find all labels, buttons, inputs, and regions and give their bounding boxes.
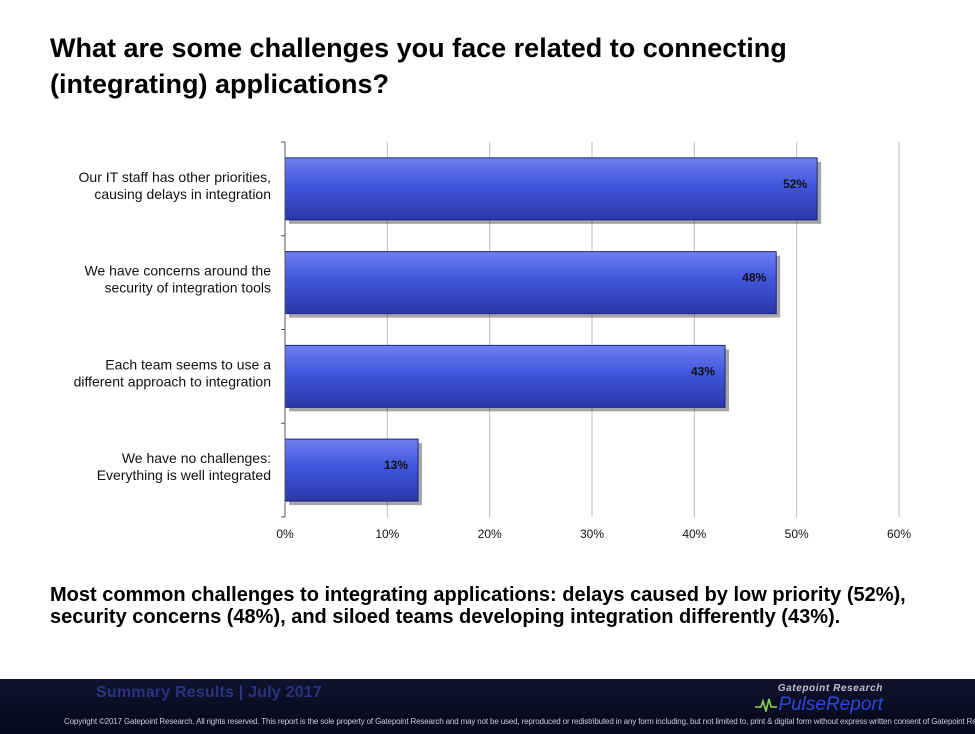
category-label: Each team seems to use a different approa… bbox=[74, 356, 272, 389]
footer: Summary Results | July 2017 Gatepoint Re… bbox=[0, 679, 975, 734]
brand-company: Gatepoint Research bbox=[777, 683, 883, 694]
copyright-text: Copyright ©2017 Gatepoint Research. All … bbox=[64, 717, 975, 726]
bar bbox=[284, 157, 818, 221]
pulse-line-icon bbox=[755, 698, 778, 712]
x-tick-label: 50% bbox=[785, 527, 809, 541]
footer-report-title: Summary Results | July 2017 bbox=[96, 684, 322, 701]
x-tick-label: 20% bbox=[478, 527, 502, 541]
bar bbox=[284, 251, 777, 315]
brand-product: PulseReport bbox=[778, 694, 883, 715]
data-label: 43% bbox=[691, 364, 715, 378]
summary-text: Most common challenges to integrating ap… bbox=[50, 584, 906, 628]
x-tick-label: 40% bbox=[682, 527, 706, 541]
page-title: What are some challenges you face relate… bbox=[50, 33, 787, 99]
bar bbox=[284, 438, 419, 502]
axis bbox=[281, 141, 286, 518]
labels: 0% 10% 20% 30% 40% 50% 60% 52% Our IT staff has … bbox=[74, 169, 912, 541]
x-tick-label: 0% bbox=[276, 527, 294, 541]
bar bbox=[284, 344, 726, 408]
x-tick-label: 60% bbox=[887, 527, 911, 541]
brand-logo: Gatepoint Research PulseReport bbox=[755, 683, 883, 717]
x-tick-label: 30% bbox=[580, 527, 604, 541]
bars bbox=[284, 157, 818, 502]
category-label: Our IT staff has other priorities, causin… bbox=[79, 169, 271, 202]
x-tick-label: 10% bbox=[375, 527, 399, 541]
data-label: 13% bbox=[384, 458, 408, 472]
data-label: 52% bbox=[783, 177, 807, 191]
category-label: We have concerns around the security of i… bbox=[84, 263, 271, 296]
category-label: We have no challenges: Everything is well… bbox=[97, 450, 271, 483]
data-label: 48% bbox=[742, 271, 766, 285]
